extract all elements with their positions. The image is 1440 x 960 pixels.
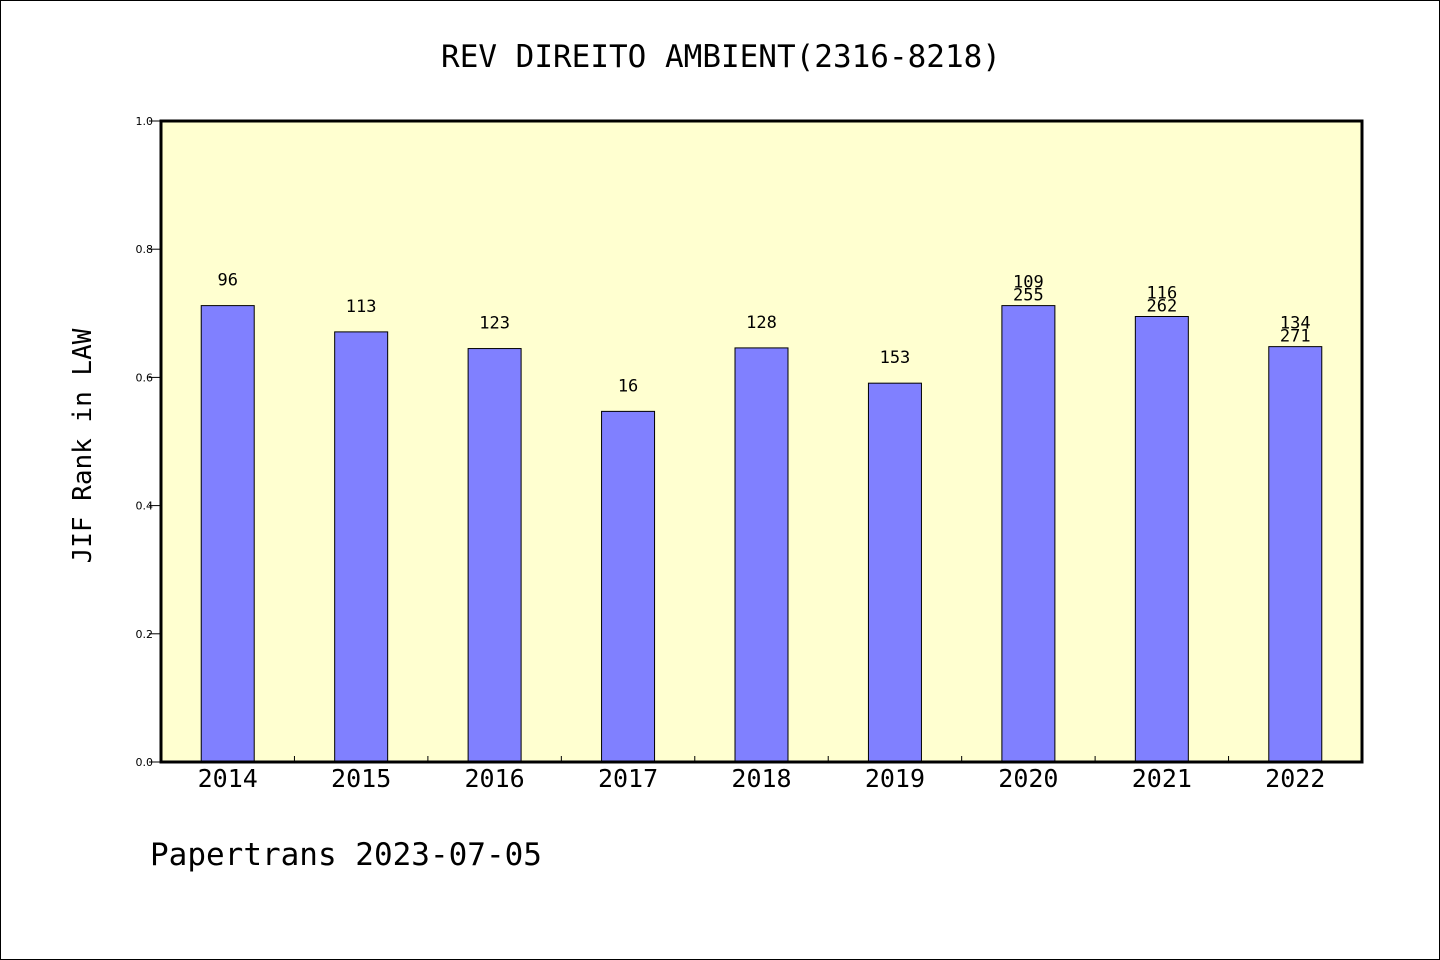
bar-value-label: 113 — [346, 297, 377, 317]
x-axis-ticks: 2014 2015 2016 2017 2018 2019 2020 2021 2022 — [198, 756, 1325, 793]
x-tick-label: 2019 — [865, 764, 925, 793]
bar-value-label: 16 — [618, 376, 638, 396]
y-axis-label: JIF Rank in LAW — [68, 328, 98, 563]
x-tick-label: 2022 — [1265, 764, 1325, 793]
bar-2022 — [1268, 346, 1323, 763]
x-tick-label: 2015 — [331, 764, 391, 793]
bar-value-label: 96 — [217, 271, 237, 291]
bars-group — [200, 305, 1323, 763]
y-tick-label: 0.2 — [136, 628, 154, 641]
y-tick-label: 0.0 — [136, 756, 154, 769]
x-tick-label: 2017 — [598, 764, 658, 793]
bar-2014 — [200, 305, 255, 763]
plot-frame — [159, 119, 1364, 764]
y-tick-label: 0.6 — [136, 371, 154, 384]
x-tick-label: 2020 — [998, 764, 1058, 793]
y-tick-label: 0.4 — [136, 500, 154, 513]
x-tick-label: 2018 — [731, 764, 791, 793]
bar-value-label: 271 — [1280, 327, 1311, 347]
bar-2021 — [1134, 316, 1189, 763]
x-tick-label: 2021 — [1132, 764, 1192, 793]
bar-value-label: 153 — [880, 348, 911, 368]
x-tick-label: 2016 — [465, 764, 525, 793]
y-tick-label: 1.0 — [136, 115, 154, 128]
y-tick-label: 0.8 — [136, 243, 154, 256]
bar-2020 — [1001, 305, 1056, 763]
bar-value-label: 128 — [746, 313, 777, 333]
bar-2019 — [867, 382, 922, 763]
chart-title: REV DIREITO AMBIENT(2316-8218) — [441, 39, 1001, 75]
bar-2015 — [334, 331, 389, 763]
footer-credit: Papertrans 2023-07-05 — [150, 837, 542, 873]
y-axis-ticks: 0.0 0.2 0.4 0.6 0.8 1.0 — [136, 115, 161, 769]
x-tick-label: 2014 — [198, 764, 258, 793]
bar-2016 — [467, 348, 522, 763]
bar-2018 — [734, 347, 789, 763]
bar-value-label: 116 — [1146, 284, 1177, 304]
bar-2017 — [601, 410, 656, 763]
bar-value-label: 109 — [1013, 273, 1044, 293]
bar-value-label: 262 — [1146, 297, 1177, 317]
bar-value-label: 134 — [1280, 314, 1311, 334]
bar-value-label: 123 — [479, 314, 510, 334]
bar-value-label: 255 — [1013, 286, 1044, 306]
